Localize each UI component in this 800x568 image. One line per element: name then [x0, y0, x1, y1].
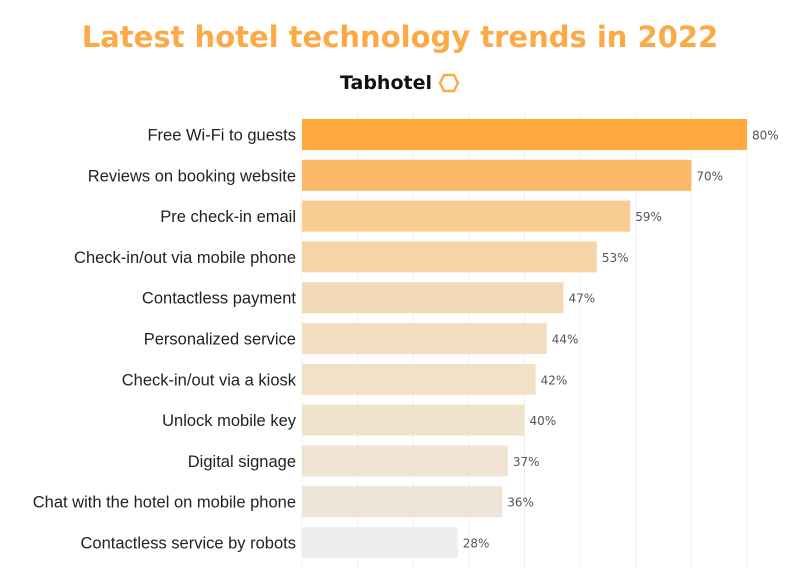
- bar: [302, 404, 525, 436]
- bar: [302, 159, 692, 191]
- bar: [302, 527, 458, 558]
- category-label: Unlock mobile key: [162, 412, 297, 430]
- value-label: 42%: [541, 373, 568, 387]
- bar: [302, 323, 547, 354]
- category-label: Pre check-in email: [160, 208, 296, 226]
- brand-name: Tabhotel: [340, 72, 432, 94]
- category-label: Digital signage: [188, 453, 296, 471]
- category-label: Reviews on booking website: [88, 167, 296, 185]
- value-label: 70%: [696, 169, 723, 183]
- value-label: 44%: [552, 333, 579, 347]
- value-label: 53%: [602, 251, 629, 265]
- brand-logo: Tabhotel: [0, 72, 800, 94]
- value-label: 47%: [568, 292, 595, 306]
- value-label: 28%: [463, 537, 490, 551]
- value-label: 40%: [530, 414, 557, 428]
- category-label: Contactless payment: [142, 290, 296, 308]
- chart-title: Latest hotel technology trends in 2022: [81, 20, 719, 54]
- bar: [302, 282, 564, 314]
- value-label: 59%: [635, 210, 662, 224]
- bar: [302, 200, 631, 232]
- bar: [302, 445, 508, 477]
- category-label: Chat with the hotel on mobile phone: [33, 494, 296, 512]
- hexagon-outline-icon: [438, 73, 460, 93]
- bar: [302, 241, 597, 273]
- bar: [302, 363, 536, 395]
- category-label: Check-in/out via a kiosk: [122, 371, 297, 389]
- category-label: Free Wi-Fi to guests: [147, 127, 296, 145]
- value-label: 80%: [752, 129, 779, 143]
- category-label: Contactless service by robots: [80, 535, 296, 553]
- value-label: 36%: [507, 496, 534, 510]
- value-label: 37%: [513, 455, 540, 469]
- category-label: Personalized service: [144, 331, 296, 349]
- bar: [302, 486, 503, 518]
- bar: [302, 119, 747, 150]
- category-label: Check-in/out via mobile phone: [74, 249, 296, 267]
